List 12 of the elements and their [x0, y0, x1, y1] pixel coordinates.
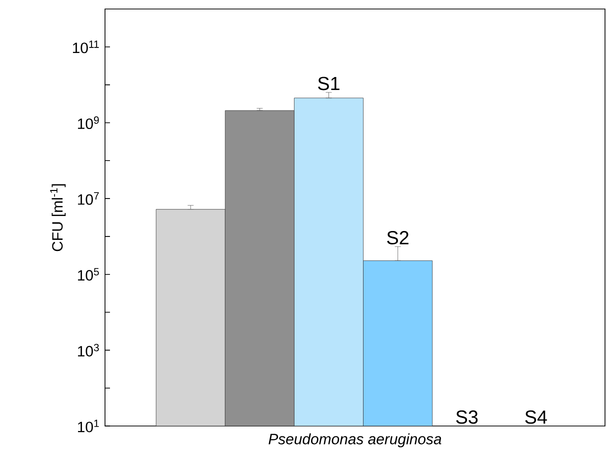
text: S3: [456, 410, 478, 424]
x-axis-title: Pseudomonas aeruginosa: [268, 433, 442, 448]
y-axis-title: CFU [ml$^{-1}$]: [50, 184, 66, 252]
y-tick-label: 10$^{5}$: [78, 268, 99, 281]
data-label: S1: [318, 76, 340, 90]
y-tick-label: 10$^{3}$: [78, 344, 99, 357]
y-tick-label: 10$^{9}$: [78, 116, 99, 130]
text: S4: [525, 410, 547, 424]
data-label: S2: [387, 231, 408, 244]
y-tick-label: 10$^{7}$: [78, 192, 99, 205]
y-tick-label: 10$^{11}$: [72, 40, 99, 54]
y-tick-label: 10$^{1}$: [78, 420, 99, 432]
